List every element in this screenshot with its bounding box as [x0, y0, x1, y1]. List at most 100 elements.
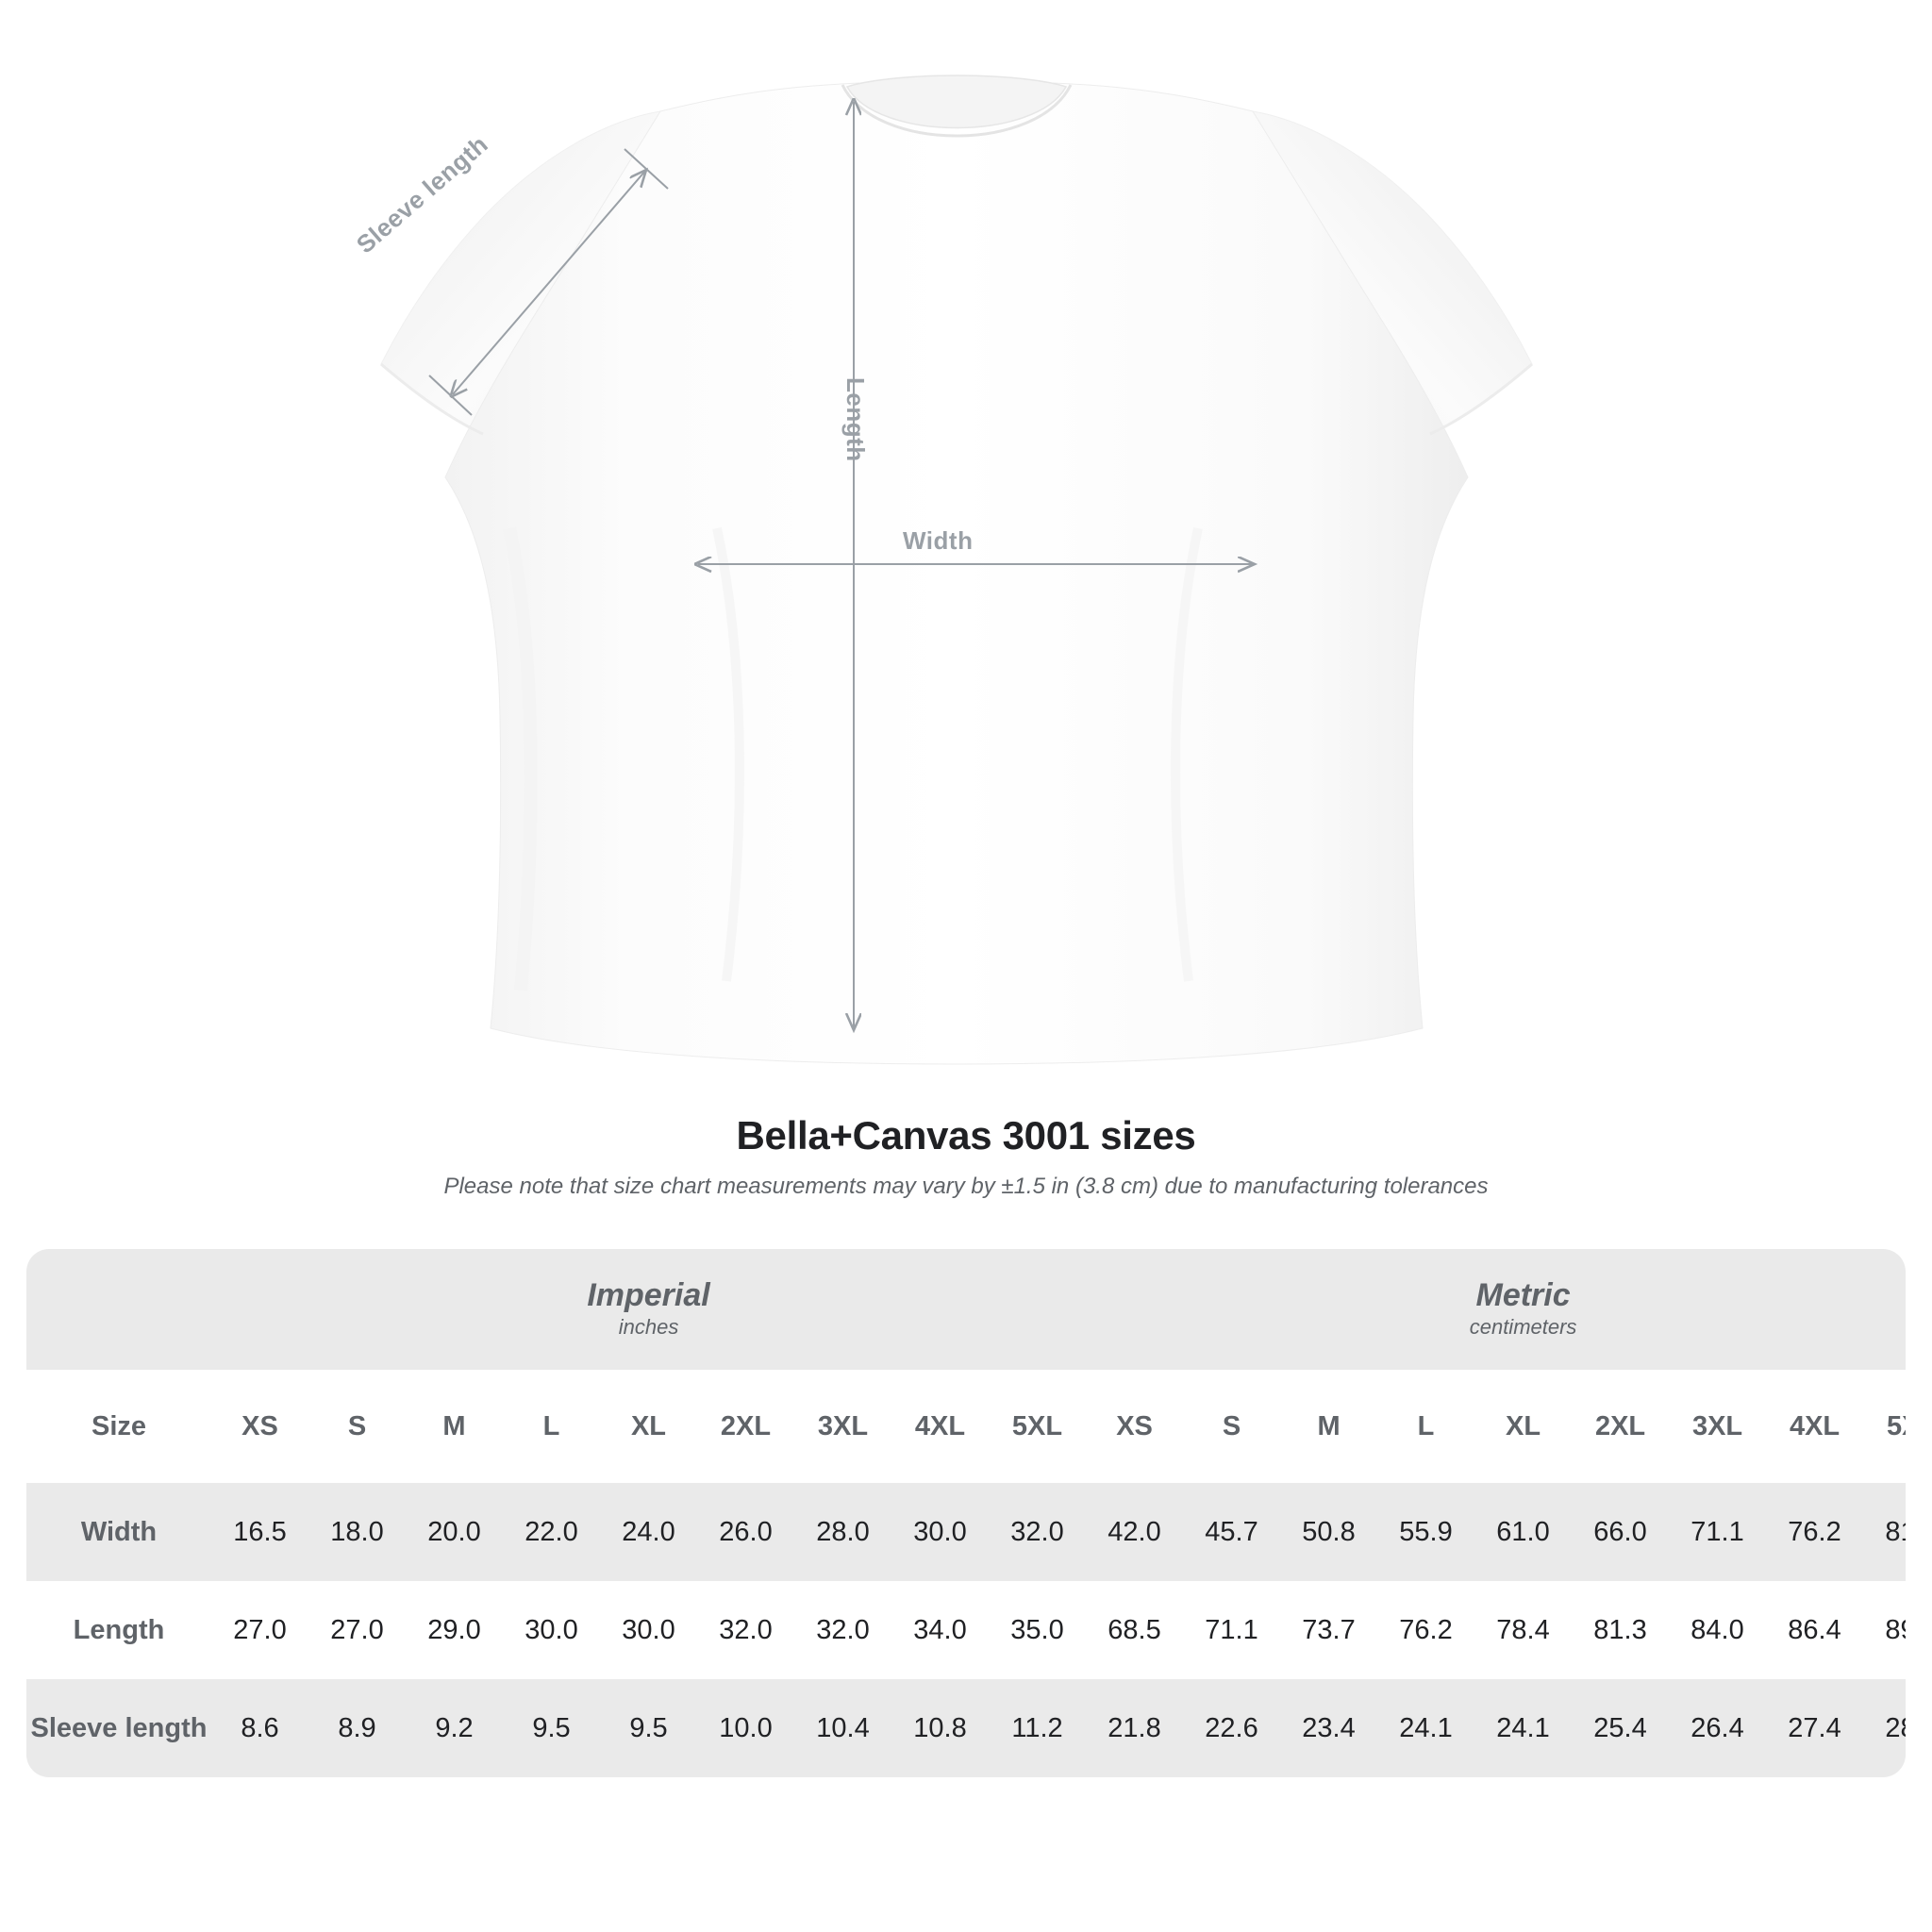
unit-name-imperial: Imperial: [587, 1277, 710, 1314]
cell-sleeve-metric-xs: 21.8: [1086, 1679, 1184, 1777]
size-col-metric-m: M: [1280, 1370, 1378, 1483]
fabric-fold: [503, 526, 538, 991]
row-label-width: Width: [26, 1483, 211, 1581]
tshirt-illustration: [380, 75, 1533, 1065]
cell-sleeve-metric-l: 24.1: [1377, 1679, 1475, 1777]
cell-width-imperial-2xl: 26.0: [697, 1483, 794, 1581]
fabric-fold: [1171, 526, 1203, 982]
unit-name-metric: Metric: [1475, 1277, 1571, 1314]
page-title: Bella+Canvas 3001 sizes: [736, 1113, 1196, 1158]
sleeve-tick-bottom: [428, 375, 473, 416]
table-row: Sleeve length 8.6 8.9 9.2 9.5 9.5 10.0 1…: [26, 1679, 1906, 1777]
cell-length-imperial-s: 27.0: [308, 1581, 406, 1679]
cell-length-imperial-l: 30.0: [503, 1581, 600, 1679]
cell-sleeve-imperial-5xl: 11.2: [989, 1679, 1087, 1777]
collar: [845, 75, 1068, 129]
cell-width-metric-xl: 61.0: [1474, 1483, 1573, 1581]
unit-header-spacer: [26, 1249, 211, 1370]
cell-sleeve-imperial-3xl: 10.4: [794, 1679, 891, 1777]
left-sleeve-hem: [380, 362, 484, 436]
size-col-metric-xs: XS: [1086, 1370, 1184, 1483]
cell-length-imperial-m: 29.0: [406, 1581, 503, 1679]
cell-width-imperial-4xl: 30.0: [891, 1483, 989, 1581]
cell-sleeve-imperial-m: 9.2: [406, 1679, 503, 1777]
size-header-row: Size XS S M L XL 2XL 3XL 4XL 5XL XS S M …: [26, 1370, 1906, 1483]
cell-width-imperial-xs: 16.5: [211, 1483, 308, 1581]
size-col-metric-4xl: 4XL: [1766, 1370, 1864, 1483]
cell-sleeve-imperial-l: 9.5: [503, 1679, 600, 1777]
unit-sub-imperial: inches: [618, 1315, 679, 1340]
cell-length-metric-m: 73.7: [1280, 1581, 1378, 1679]
size-col-metric-xl: XL: [1474, 1370, 1573, 1483]
sleeve-measure-arrow: [453, 170, 646, 394]
size-col-metric-5xl: 5XL: [1863, 1370, 1906, 1483]
cell-length-metric-4xl: 86.4: [1766, 1581, 1864, 1679]
cell-width-metric-xs: 42.0: [1086, 1483, 1184, 1581]
cell-length-imperial-xl: 30.0: [600, 1581, 697, 1679]
row-label-length: Length: [26, 1581, 211, 1679]
cell-sleeve-imperial-2xl: 10.0: [697, 1679, 794, 1777]
size-col-imperial-l: L: [503, 1370, 600, 1483]
cell-sleeve-imperial-xl: 9.5: [600, 1679, 697, 1777]
size-col-imperial-xl: XL: [600, 1370, 697, 1483]
cell-width-metric-l: 55.9: [1377, 1483, 1475, 1581]
cell-length-metric-s: 71.1: [1183, 1581, 1281, 1679]
size-chart-container: Imperial inches Metric centimeters Size …: [26, 1249, 1906, 1777]
cell-width-metric-s: 45.7: [1183, 1483, 1281, 1581]
size-col-imperial-4xl: 4XL: [891, 1370, 989, 1483]
cell-sleeve-metric-5xl: 28.5: [1863, 1679, 1906, 1777]
cell-length-imperial-3xl: 32.0: [794, 1581, 891, 1679]
table-row: Width 16.5 18.0 20.0 22.0 24.0 26.0 28.0…: [26, 1483, 1906, 1581]
cell-sleeve-metric-4xl: 27.4: [1766, 1679, 1864, 1777]
cell-sleeve-metric-xl: 24.1: [1474, 1679, 1573, 1777]
cell-width-imperial-3xl: 28.0: [794, 1483, 891, 1581]
cell-width-imperial-m: 20.0: [406, 1483, 503, 1581]
fabric-fold: [712, 526, 744, 982]
size-col-metric-l: L: [1377, 1370, 1475, 1483]
unit-header-row: Imperial inches Metric centimeters: [26, 1249, 1906, 1370]
cell-width-metric-m: 50.8: [1280, 1483, 1378, 1581]
size-header-label: Size: [26, 1370, 211, 1483]
cell-length-metric-l: 76.2: [1377, 1581, 1475, 1679]
cell-length-metric-xl: 78.4: [1474, 1581, 1573, 1679]
tshirt-diagram: Sleeve length Length Width: [350, 75, 1533, 1065]
width-label: Width: [903, 526, 974, 555]
cell-length-metric-2xl: 81.3: [1572, 1581, 1670, 1679]
cell-sleeve-imperial-s: 8.9: [308, 1679, 406, 1777]
cell-sleeve-imperial-xs: 8.6: [211, 1679, 308, 1777]
size-col-imperial-xs: XS: [211, 1370, 308, 1483]
size-col-metric-2xl: 2XL: [1572, 1370, 1670, 1483]
size-chart-table: Imperial inches Metric centimeters Size …: [26, 1249, 1906, 1777]
size-col-imperial-s: S: [308, 1370, 406, 1483]
cell-length-imperial-xs: 27.0: [211, 1581, 308, 1679]
size-col-imperial-3xl: 3XL: [794, 1370, 891, 1483]
cell-width-imperial-l: 22.0: [503, 1483, 600, 1581]
cell-width-imperial-s: 18.0: [308, 1483, 406, 1581]
unit-header-metric: Metric centimeters: [1086, 1249, 1906, 1370]
cell-length-metric-xs: 68.5: [1086, 1581, 1184, 1679]
shirt-body: [444, 80, 1469, 1065]
cell-length-imperial-4xl: 34.0: [891, 1581, 989, 1679]
cell-width-metric-5xl: 81.3: [1863, 1483, 1906, 1581]
size-col-metric-s: S: [1183, 1370, 1281, 1483]
cell-length-imperial-5xl: 35.0: [989, 1581, 1087, 1679]
length-label: Length: [841, 377, 870, 462]
unit-sub-metric: centimeters: [1469, 1315, 1577, 1340]
cell-length-imperial-2xl: 32.0: [697, 1581, 794, 1679]
cell-sleeve-metric-3xl: 26.4: [1669, 1679, 1767, 1777]
size-col-imperial-m: M: [406, 1370, 503, 1483]
cell-sleeve-metric-s: 22.6: [1183, 1679, 1281, 1777]
table-row: Length 27.0 27.0 29.0 30.0 30.0 32.0 32.…: [26, 1581, 1906, 1679]
page-subtitle: Please note that size chart measurements…: [443, 1174, 1489, 1199]
cell-width-metric-3xl: 71.1: [1669, 1483, 1767, 1581]
cell-width-metric-2xl: 66.0: [1572, 1483, 1670, 1581]
row-label-sleeve-length: Sleeve length: [26, 1679, 211, 1777]
cell-length-metric-3xl: 84.0: [1669, 1581, 1767, 1679]
size-col-imperial-2xl: 2XL: [697, 1370, 794, 1483]
size-col-metric-3xl: 3XL: [1669, 1370, 1767, 1483]
cell-sleeve-imperial-4xl: 10.8: [891, 1679, 989, 1777]
cell-sleeve-metric-m: 23.4: [1280, 1679, 1378, 1777]
cell-width-imperial-5xl: 32.0: [989, 1483, 1087, 1581]
cell-width-metric-4xl: 76.2: [1766, 1483, 1864, 1581]
cell-sleeve-metric-2xl: 25.4: [1572, 1679, 1670, 1777]
